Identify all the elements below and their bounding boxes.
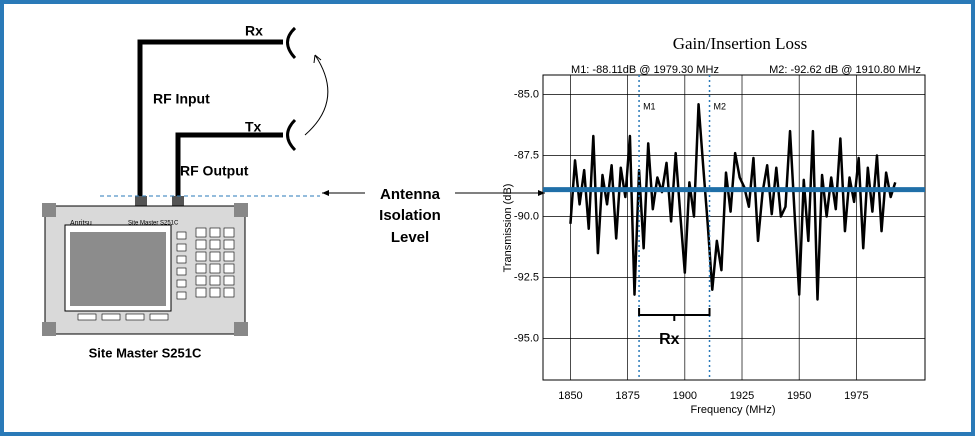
arrow-head (313, 54, 322, 64)
plot-frame (542, 74, 926, 381)
key (195, 239, 207, 250)
connector (135, 196, 147, 206)
bumper (234, 203, 248, 217)
rx-antenna (286, 26, 297, 60)
key (223, 239, 235, 250)
x-axis-label: Frequency (MHz) (691, 404, 776, 416)
y-tick-label: -90.0 (514, 210, 539, 222)
bumper (42, 322, 56, 336)
marker-label: M1 (643, 101, 656, 111)
x-tick-label: 1875 (615, 390, 639, 402)
arrow-head (322, 190, 329, 196)
tx-cable (175, 132, 283, 200)
key (176, 231, 187, 240)
rf-output-label: RF Output (180, 163, 249, 179)
x-tick-label: 1950 (787, 390, 811, 402)
marker-readout: M1: -88.11dB @ 1979.30 MHz (571, 64, 719, 76)
bumper (234, 322, 248, 336)
brand: Anritsu (70, 220, 92, 227)
key (209, 263, 221, 274)
soft-key (149, 313, 169, 321)
x-tick-label: 1925 (730, 390, 754, 402)
key (209, 287, 221, 298)
marker-label: M2 (714, 101, 727, 111)
key (209, 275, 221, 286)
connector (172, 196, 184, 206)
key (209, 239, 221, 250)
y-tick-label: -95.0 (514, 332, 539, 344)
keypad (77, 227, 235, 321)
screen-brand: Site Master S251C (128, 221, 179, 227)
key (223, 263, 235, 274)
rf-input-label: RF Input (153, 91, 210, 107)
bracket (638, 308, 711, 321)
bumper (42, 203, 56, 217)
isolation-label: Antenna (380, 186, 441, 203)
rx-cable (137, 39, 283, 200)
key (176, 279, 187, 288)
bracket-label: Rx (659, 331, 680, 348)
screen (70, 232, 166, 306)
key (195, 251, 207, 262)
key (176, 291, 187, 300)
y-tick-label: -92.5 (514, 271, 539, 283)
key (176, 243, 187, 252)
x-tick-label: 1975 (844, 390, 868, 402)
key (195, 227, 207, 238)
x-tick-label: 1900 (673, 390, 697, 402)
soft-key (125, 313, 145, 321)
tx-antenna (286, 118, 297, 152)
key (223, 227, 235, 238)
isolation-label: Level (391, 229, 429, 246)
chart-title: Gain/Insertion Loss (673, 34, 808, 53)
soft-key (77, 313, 97, 321)
isolation-label: Isolation (379, 207, 441, 224)
device-label: Site Master S251C (89, 345, 202, 360)
marker-readout: M2: -92.62 dB @ 1910.80 MHz (769, 64, 921, 76)
key (176, 267, 187, 276)
arrow-head (538, 190, 545, 196)
key (209, 251, 221, 262)
rx-label: Rx (245, 23, 263, 39)
y-tick-label: -85.0 (514, 88, 539, 100)
y-axis-label: Transmission (dB) (502, 184, 514, 273)
key (195, 263, 207, 274)
y-tick-label: -87.5 (514, 149, 539, 161)
key (223, 251, 235, 262)
key (223, 275, 235, 286)
x-tick-label: 1850 (558, 390, 582, 402)
soft-key (101, 313, 121, 321)
coupling-arrow (304, 54, 329, 136)
key (195, 287, 207, 298)
key (223, 287, 235, 298)
key (195, 275, 207, 286)
tx-label: Tx (245, 119, 262, 135)
key (176, 255, 187, 264)
key (209, 227, 221, 238)
